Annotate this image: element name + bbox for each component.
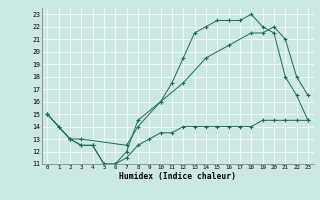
X-axis label: Humidex (Indice chaleur): Humidex (Indice chaleur) — [119, 172, 236, 181]
